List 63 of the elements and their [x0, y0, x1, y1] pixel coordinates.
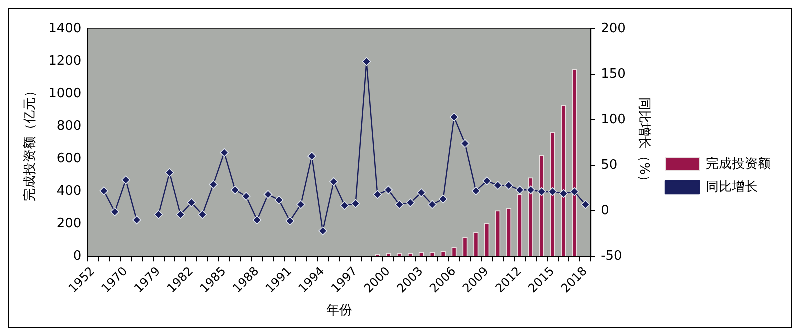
y-tick-label: 800 — [56, 118, 82, 134]
point — [516, 186, 524, 195]
point — [340, 201, 350, 210]
point — [330, 178, 338, 186]
point — [450, 112, 459, 122]
y2-tick-label: 200 — [601, 21, 626, 36]
point — [472, 186, 481, 196]
legend-label: 完成投资额 — [706, 156, 771, 172]
point — [428, 200, 437, 210]
point — [395, 200, 404, 210]
y-axis-title: 完成投资额（亿元） — [22, 84, 38, 202]
point — [274, 196, 284, 205]
point — [122, 176, 130, 185]
y2-tick-label: 50 — [601, 158, 618, 173]
point — [110, 208, 120, 216]
point — [187, 198, 196, 208]
point — [198, 210, 207, 220]
y2-tick-label: 150 — [601, 66, 626, 82]
point — [209, 180, 218, 190]
point — [165, 168, 174, 178]
point — [252, 216, 262, 225]
point — [231, 186, 240, 195]
point — [504, 181, 514, 190]
point — [581, 200, 590, 210]
y-tick-label: 400 — [56, 184, 82, 199]
point — [494, 181, 502, 190]
y2-axis-title: 同比增长（%） — [636, 98, 652, 188]
point — [132, 216, 142, 225]
point — [362, 57, 372, 66]
point — [351, 199, 360, 208]
point — [296, 200, 306, 210]
y-tick-label: 1200 — [48, 54, 82, 69]
point — [264, 190, 273, 200]
point — [559, 189, 568, 198]
point — [537, 188, 546, 196]
point — [482, 176, 492, 186]
point — [286, 216, 295, 226]
point — [318, 226, 328, 236]
point — [154, 210, 164, 220]
point — [100, 186, 108, 196]
point — [242, 192, 251, 201]
legend-label: 同比增长 — [706, 180, 758, 195]
point — [220, 148, 229, 158]
y-tick-label: 600 — [56, 151, 82, 166]
point — [373, 190, 382, 200]
point — [548, 188, 558, 196]
point — [460, 139, 470, 148]
y2-tick-label: 0 — [601, 203, 610, 218]
y-tick-label: 200 — [56, 216, 82, 232]
point — [526, 186, 536, 195]
point — [417, 188, 426, 198]
point — [406, 198, 415, 208]
point — [384, 186, 394, 195]
point — [438, 194, 448, 204]
y2-tick-label: -50 — [601, 249, 622, 264]
y-tick-label: 1000 — [48, 86, 82, 102]
x-axis-title: 年份 — [326, 304, 352, 319]
point — [308, 152, 316, 161]
y-tick-label: 1400 — [48, 21, 82, 36]
point — [176, 210, 186, 220]
point — [570, 188, 580, 196]
y2-tick-label: 100 — [601, 112, 626, 128]
y-tick-label: 0 — [73, 249, 82, 264]
